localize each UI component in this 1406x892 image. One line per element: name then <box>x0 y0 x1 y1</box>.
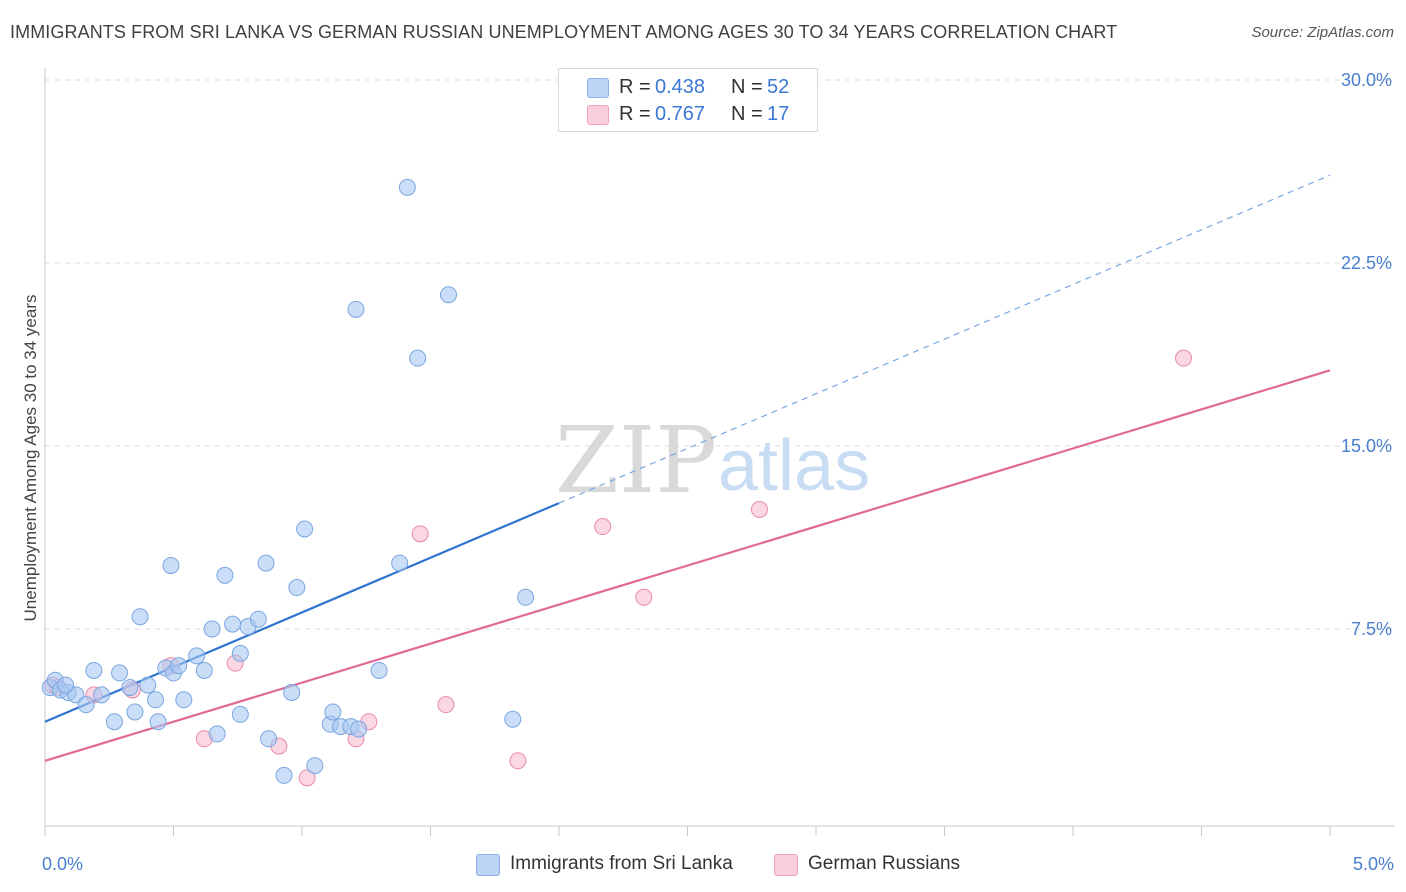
point-sri-lanka <box>77 696 95 714</box>
point-german-russians <box>509 752 527 770</box>
point-sri-lanka <box>208 725 226 743</box>
x-tick-label: 5.0% <box>1353 854 1394 874</box>
point-sri-lanka <box>149 713 167 731</box>
point-sri-lanka <box>350 720 368 738</box>
point-sri-lanka <box>347 300 365 318</box>
point-german-russians <box>411 525 429 543</box>
legend-swatch-pink <box>587 105 609 125</box>
point-sri-lanka <box>409 349 427 367</box>
legend-n-value: 52 <box>767 76 790 98</box>
watermark: ZIP atlas <box>555 407 870 514</box>
point-sri-lanka <box>257 554 275 572</box>
legend-r-value: 0.438 <box>655 76 706 98</box>
point-german-russians <box>1175 349 1193 367</box>
point-sri-lanka <box>57 676 75 694</box>
point-sri-lanka <box>216 566 234 584</box>
point-sri-lanka <box>67 686 85 704</box>
point-sri-lanka <box>170 657 188 675</box>
x-tick-label: 0.0% <box>42 854 83 874</box>
point-sri-lanka <box>504 710 522 728</box>
point-sri-lanka <box>105 713 123 731</box>
legend-swatch-blue <box>476 854 500 876</box>
point-sri-lanka <box>147 691 165 709</box>
point-sri-lanka <box>391 554 409 572</box>
point-sri-lanka <box>398 178 416 196</box>
series-legend: Immigrants from Sri Lanka German Russian… <box>0 852 1406 878</box>
point-sri-lanka <box>283 683 301 701</box>
data-points <box>41 178 1193 787</box>
legend-row-german-russians: R = 0.767 N = 17 <box>559 101 817 129</box>
legend-swatch-pink <box>774 854 798 876</box>
legend-n-value: 17 <box>767 103 790 125</box>
point-german-russians <box>594 518 612 536</box>
point-sri-lanka <box>439 286 457 304</box>
point-sri-lanka <box>370 661 388 679</box>
point-sri-lanka <box>306 757 324 775</box>
point-sri-lanka <box>517 588 535 606</box>
point-sri-lanka <box>188 647 206 665</box>
point-sri-lanka <box>231 705 249 723</box>
watermark-atlas: atlas <box>718 426 870 506</box>
legend-r-label: R = <box>619 103 651 125</box>
y-tick-label: 15.0% <box>1341 436 1392 456</box>
point-sri-lanka <box>231 644 249 662</box>
legend-row-sri-lanka: R = 0.438 N = 52 <box>559 74 817 102</box>
tick-labels: 7.5% 15.0% 22.5% 30.0% 0.0% 5.0% <box>42 70 1394 874</box>
correlation-legend: R = 0.438 N = 52 R = 0.767 N = 17 <box>558 68 818 132</box>
point-sri-lanka <box>121 679 139 697</box>
legend-r-label: R = <box>619 76 651 98</box>
point-sri-lanka <box>324 703 342 721</box>
y-tick-label: 7.5% <box>1351 619 1392 639</box>
y-tick-label: 22.5% <box>1341 253 1392 273</box>
source-label: Source: ZipAtlas.com <box>1251 24 1394 41</box>
point-german-russians <box>750 500 768 518</box>
point-sri-lanka <box>93 686 111 704</box>
legend-n-label: N = <box>731 103 763 125</box>
point-sri-lanka <box>260 730 278 748</box>
point-sri-lanka <box>203 620 221 638</box>
point-german-russians <box>635 588 653 606</box>
point-sri-lanka <box>126 703 144 721</box>
axes <box>44 68 1395 836</box>
watermark-zip: ZIP <box>555 407 717 514</box>
y-tick-label: 30.0% <box>1341 70 1392 90</box>
legend-n-label: N = <box>731 76 763 98</box>
point-sri-lanka <box>139 676 157 694</box>
point-german-russians <box>298 769 316 787</box>
legend-label-sri-lanka: Immigrants from Sri Lanka <box>510 853 733 874</box>
point-sri-lanka <box>175 691 193 709</box>
point-sri-lanka <box>111 664 129 682</box>
point-sri-lanka <box>249 610 267 628</box>
point-german-russians <box>437 696 455 714</box>
point-sri-lanka <box>162 557 180 575</box>
chart-title: IMMIGRANTS FROM SRI LANKA VS GERMAN RUSS… <box>10 22 1118 42</box>
point-sri-lanka <box>288 579 306 597</box>
grid-lines <box>45 79 1395 630</box>
trend-line-sri-lanka-projection <box>558 174 1331 504</box>
point-sri-lanka <box>85 661 103 679</box>
legend-swatch-blue <box>587 78 609 98</box>
legend-label-german-russians: German Russians <box>808 853 961 874</box>
y-axis-label: Unemployment Among Ages 30 to 34 years <box>21 295 40 622</box>
point-sri-lanka <box>195 661 213 679</box>
legend-r-value: 0.767 <box>655 103 706 125</box>
point-sri-lanka <box>275 766 293 784</box>
trend-line-german-russians <box>44 369 1331 762</box>
point-sri-lanka <box>131 608 149 626</box>
point-sri-lanka <box>296 520 314 538</box>
point-sri-lanka <box>224 615 242 633</box>
